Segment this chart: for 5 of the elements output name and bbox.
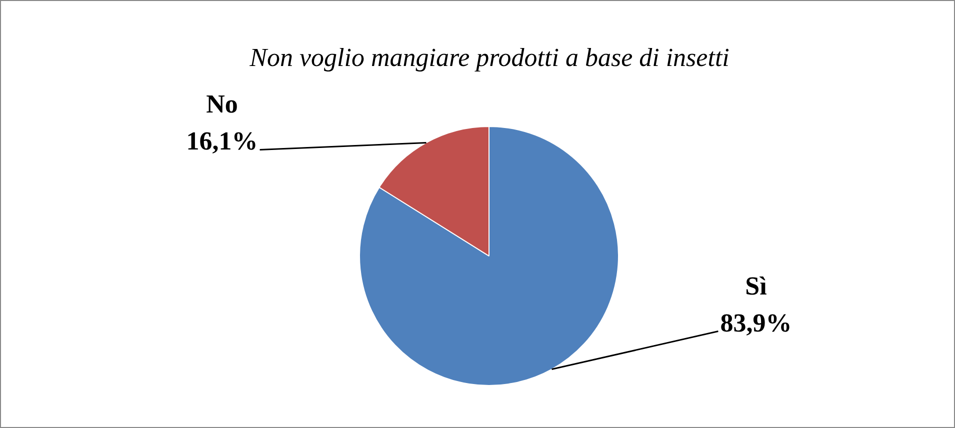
chart-title: Non voglio mangiare prodotti a base di insetti [248, 43, 730, 72]
slice-label: No [206, 90, 238, 119]
data-label: 16,1% [186, 126, 258, 156]
data-label: 83,9% [720, 308, 792, 338]
slice-label: Sì [745, 271, 767, 300]
